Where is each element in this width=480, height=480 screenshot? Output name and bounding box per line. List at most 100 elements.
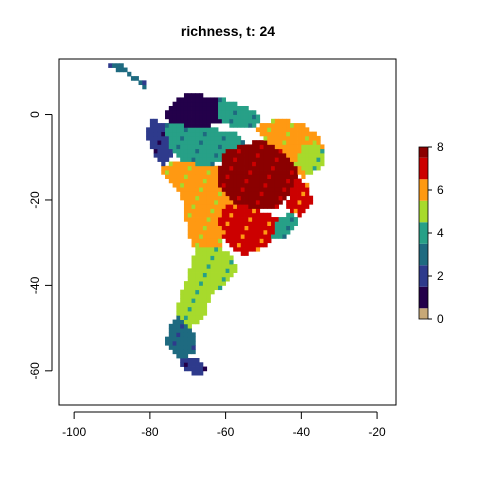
richness-cell [244, 221, 249, 226]
richness-cell [263, 165, 268, 171]
richness-cell [240, 161, 245, 167]
richness-cell [225, 191, 230, 197]
richness-cell [130, 76, 136, 81]
richness-cell [206, 157, 211, 162]
richness-cell [180, 191, 185, 197]
richness-cell [229, 140, 234, 145]
richness-cell [149, 135, 155, 141]
richness-cell [271, 191, 276, 197]
richness-cell [229, 148, 234, 154]
richness-cell [199, 140, 204, 145]
richness-cell [183, 97, 189, 103]
richness-cell [218, 251, 223, 256]
richness-cell [191, 174, 196, 179]
richness-cell [312, 140, 317, 145]
richness-cell [206, 242, 211, 248]
richness-cell [252, 195, 257, 201]
richness-cell [195, 148, 200, 154]
richness-cell [301, 135, 306, 141]
richness-cell [199, 165, 204, 171]
richness-cell [274, 182, 280, 188]
richness-cell [248, 178, 253, 184]
richness-cell [229, 135, 234, 141]
richness-cell [240, 148, 245, 154]
richness-cell [176, 345, 181, 350]
richness-cell [259, 225, 264, 231]
richness-cell [240, 140, 245, 145]
richness-cell [282, 174, 287, 179]
richness-cell [267, 144, 272, 150]
richness-cell [191, 212, 196, 218]
richness-cell [297, 140, 302, 145]
richness-cell [244, 208, 249, 214]
richness-cell [161, 140, 166, 145]
richness-cell [195, 174, 200, 179]
richness-cell [248, 208, 253, 214]
richness-cell [301, 123, 306, 128]
richness-cell [293, 123, 298, 128]
richness-cell [191, 204, 196, 209]
richness-cell [267, 221, 272, 226]
richness-cell [191, 255, 196, 261]
richness-cell [199, 259, 204, 265]
richness-cell [172, 101, 177, 107]
richness-cell [252, 221, 257, 226]
richness-cell [183, 319, 189, 325]
richness-cell [271, 174, 276, 179]
richness-cell [187, 302, 192, 308]
richness-cell [218, 152, 223, 158]
richness-cell [210, 127, 215, 133]
richness-cell [259, 140, 264, 145]
richness-cell [187, 315, 192, 320]
richness-cell [183, 208, 189, 214]
richness-cell [229, 101, 234, 107]
richness-cell [172, 345, 177, 350]
richness-cell [274, 152, 280, 158]
richness-cell [187, 285, 192, 291]
richness-cell [187, 178, 192, 184]
richness-cell [274, 191, 280, 197]
richness-cell [195, 366, 200, 372]
richness-cell [214, 217, 219, 222]
richness-cell [202, 366, 208, 372]
richness-cell [210, 105, 215, 111]
richness-cell [293, 204, 298, 209]
richness-cell [199, 293, 204, 299]
richness-cell [214, 187, 219, 192]
richness-cell [259, 161, 264, 167]
richness-cell [301, 161, 306, 167]
richness-cell [259, 170, 264, 175]
richness-cell [252, 217, 257, 222]
richness-cell [183, 195, 189, 201]
richness-cell [267, 195, 272, 201]
richness-cell [244, 212, 249, 218]
richness-cell [195, 217, 200, 222]
richness-cell [165, 152, 170, 158]
richness-cell [187, 140, 192, 145]
richness-cell [199, 152, 204, 158]
richness-cell [191, 259, 196, 265]
richness-cell [214, 114, 219, 120]
richness-cell [183, 105, 189, 111]
richness-cell [263, 199, 268, 205]
richness-cell [229, 174, 234, 179]
richness-cell [214, 174, 219, 179]
richness-cell [293, 161, 298, 167]
richness-cell [172, 135, 177, 141]
richness-cell [221, 259, 227, 265]
richness-cell [233, 140, 238, 145]
richness-cell [123, 67, 128, 73]
richness-cell [248, 165, 253, 171]
richness-cell [206, 268, 211, 273]
richness-cell [214, 152, 219, 158]
richness-cell [218, 208, 223, 214]
richness-cell [202, 268, 208, 273]
richness-cell [183, 349, 189, 355]
richness-cell [191, 242, 196, 248]
richness-cell [210, 212, 215, 218]
richness-cell [202, 272, 208, 278]
richness-cell [301, 199, 306, 205]
richness-cell [278, 127, 283, 133]
richness-cell [282, 165, 287, 171]
richness-cell [161, 148, 166, 154]
